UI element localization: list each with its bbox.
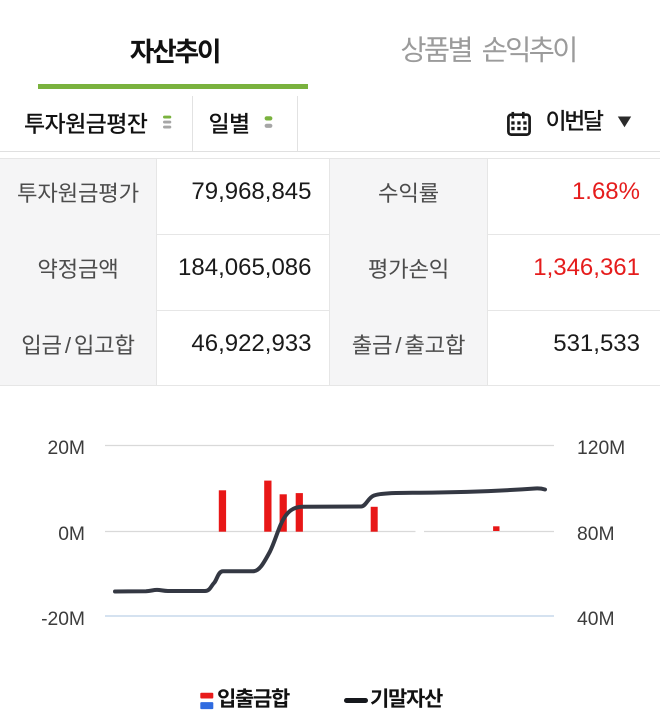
svg-text:0M: 0M: [58, 524, 85, 545]
svg-text:120M: 120M: [577, 438, 625, 459]
svg-text:80M: 80M: [577, 524, 615, 545]
svg-text:40M: 40M: [577, 609, 615, 630]
svg-text:20M: 20M: [47, 438, 85, 459]
svg-text:-20M: -20M: [41, 609, 85, 630]
